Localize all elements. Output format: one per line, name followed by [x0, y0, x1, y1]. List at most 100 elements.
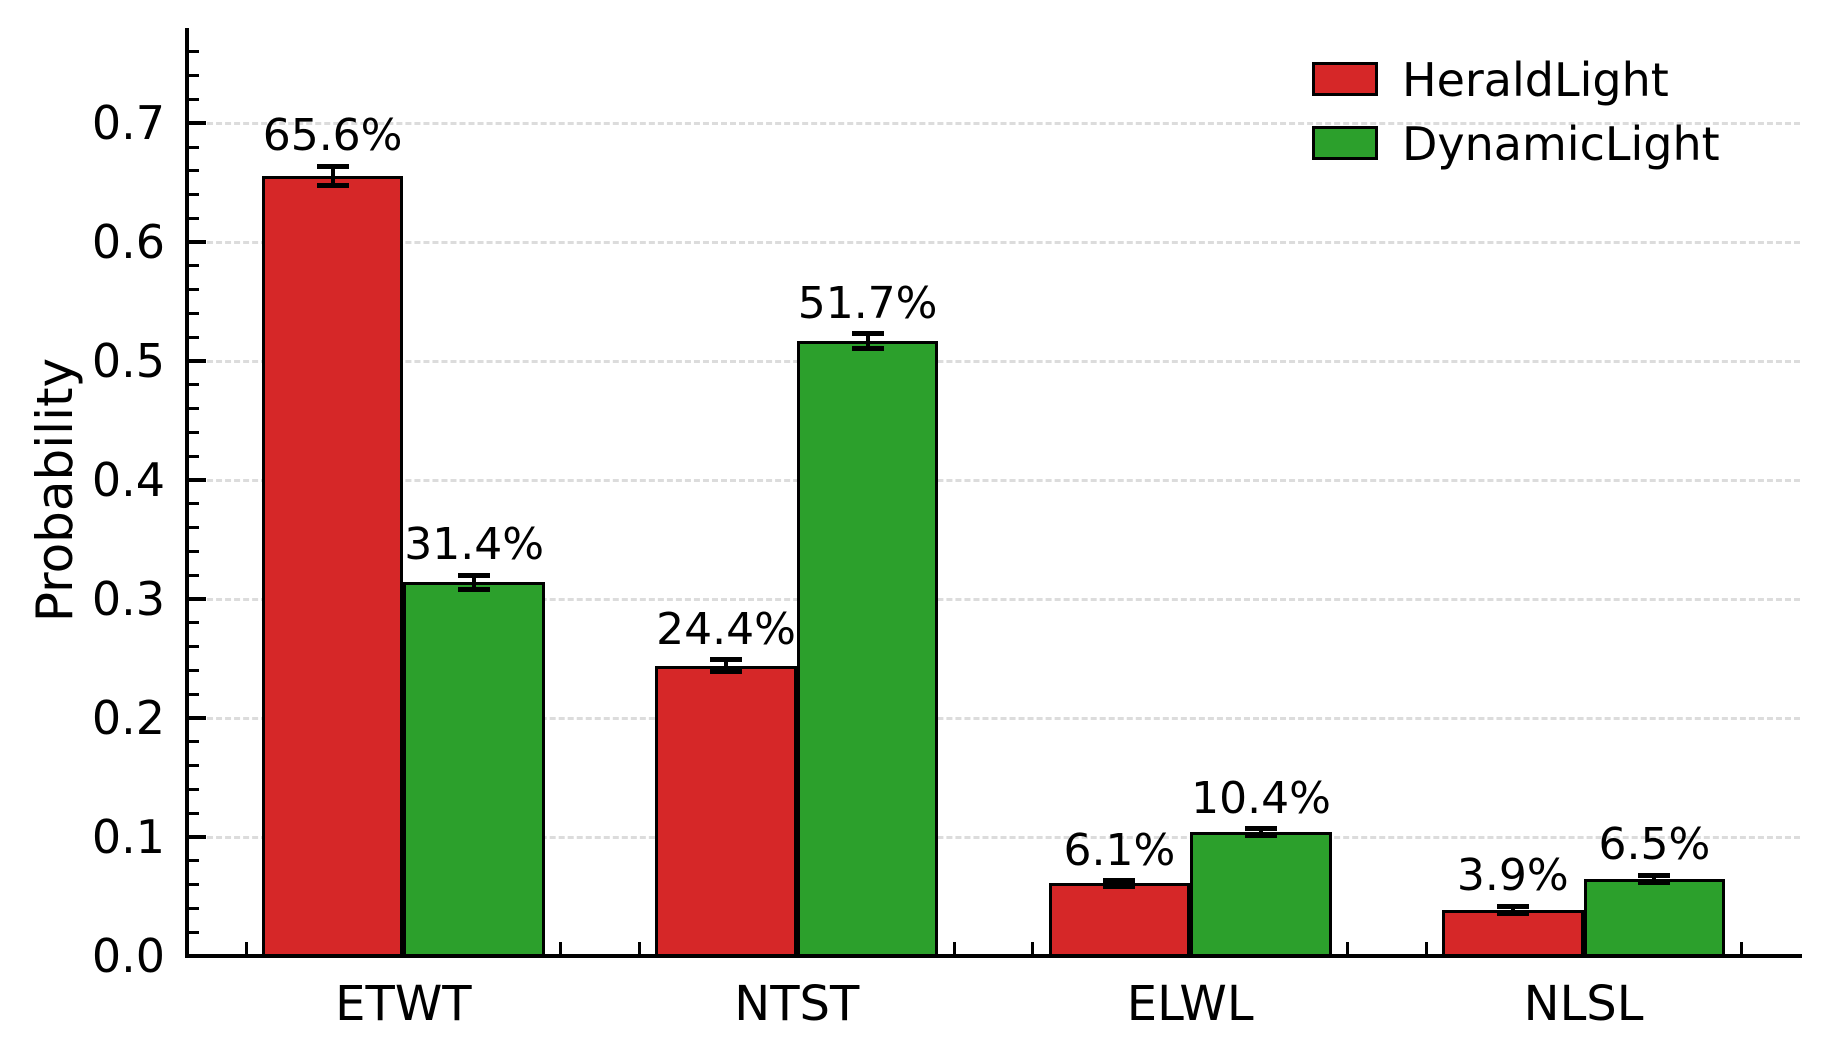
x-minor-tick: [1346, 942, 1350, 956]
error-bar-cap-bottom-dynamiclight-elwl: [1245, 833, 1277, 839]
y-minor-tick: [187, 216, 199, 220]
error-bar-stem-dynamiclight-ntst: [865, 333, 870, 349]
bar-heraldlight-etwt: [261, 175, 404, 958]
y-minor-tick: [187, 383, 199, 387]
error-bar-cap-top-dynamiclight-ntst: [851, 331, 884, 337]
y-minor-tick: [187, 74, 199, 78]
error-bar-stem-heraldlight-ntst: [724, 659, 728, 672]
error-bar-stem-dynamiclight-etwt: [472, 575, 477, 590]
legend-label-heraldlight: HeraldLight: [1402, 53, 1669, 107]
y-minor-tick: [187, 50, 199, 54]
value-label-heraldlight-elwl: 6.1%: [1063, 824, 1176, 876]
gridline-y-0.1: [189, 835, 1800, 839]
error-bar-cap-top-dynamiclight-etwt: [458, 572, 491, 578]
y-minor-tick: [187, 97, 199, 101]
gridline-y-0.6: [189, 240, 1800, 244]
y-minor-tick: [187, 288, 199, 292]
value-label-dynamiclight-nlsl: 6.5%: [1598, 819, 1711, 871]
value-label-dynamiclight-ntst: 51.7%: [797, 277, 938, 329]
y-tick-label-0.3: 0.3: [91, 572, 165, 627]
y-minor-tick: [187, 312, 199, 315]
y-minor-tick: [187, 169, 199, 173]
y-minor-tick: [187, 526, 199, 530]
y-minor-tick: [187, 811, 199, 815]
y-minor-tick: [187, 145, 199, 149]
y-minor-tick: [187, 264, 199, 268]
error-bar-stem-dynamiclight-elwl: [1259, 828, 1263, 836]
x-category-label-ntst: NTST: [734, 976, 860, 1032]
y-minor-tick: [187, 906, 199, 910]
error-bar-cap-top-heraldlight-ntst: [710, 657, 742, 663]
error-bar-cap-top-dynamiclight-elwl: [1245, 826, 1277, 832]
error-bar-cap-top-heraldlight-etwt: [316, 163, 349, 169]
y-major-tick-0.3: [187, 597, 206, 602]
y-tick-label-0.1: 0.1: [91, 810, 165, 864]
y-minor-tick: [187, 193, 199, 197]
y-major-tick-0.6: [187, 240, 206, 245]
x-category-label-etwt: ETWT: [335, 976, 472, 1032]
y-tick-label-0.7: 0.7: [91, 96, 165, 151]
y-major-tick-0.2: [187, 716, 206, 721]
error-bar-stem-dynamiclight-nlsl: [1652, 875, 1657, 883]
error-bar-cap-bottom-heraldlight-elwl: [1103, 883, 1136, 889]
error-bar-cap-top-dynamiclight-nlsl: [1638, 872, 1671, 878]
y-tick-label-0.2: 0.2: [91, 691, 165, 746]
y-minor-tick: [187, 740, 199, 744]
gridline-y-0.5: [189, 359, 1800, 363]
error-bar-stem-heraldlight-elwl: [1117, 880, 1122, 887]
gridline-y-0.2: [189, 716, 1800, 720]
x-minor-tick: [1739, 942, 1743, 956]
error-bar-cap-top-heraldlight-elwl: [1103, 878, 1136, 883]
y-minor-tick: [187, 621, 199, 625]
value-label-dynamiclight-elwl: 10.4%: [1191, 772, 1331, 824]
y-minor-tick: [187, 692, 199, 696]
error-bar-cap-bottom-heraldlight-etwt: [316, 182, 349, 188]
gridline-y-0.4: [189, 478, 1800, 482]
gridline-y-0.7: [189, 121, 1800, 125]
error-bar-cap-bottom-heraldlight-ntst: [710, 669, 742, 675]
y-minor-tick: [187, 859, 199, 863]
y-major-tick-0.7: [187, 121, 206, 126]
y-major-tick-0.4: [187, 478, 206, 483]
x-minor-tick: [637, 942, 641, 956]
error-bar-cap-bottom-heraldlight-nlsl: [1496, 910, 1529, 916]
legend-label-dynamiclight: DynamicLight: [1402, 117, 1720, 171]
x-minor-tick: [244, 942, 248, 956]
x-category-label-nlsl: NLSL: [1523, 976, 1644, 1032]
y-tick-label-0.4: 0.4: [91, 453, 165, 508]
y-minor-tick: [187, 335, 199, 339]
legend-swatch-dynamiclight: [1312, 126, 1378, 160]
value-label-heraldlight-ntst: 24.4%: [656, 603, 796, 655]
y-minor-tick: [187, 930, 199, 934]
error-bar-cap-bottom-dynamiclight-nlsl: [1638, 879, 1671, 885]
y-minor-tick: [187, 573, 199, 577]
x-minor-tick: [1424, 942, 1428, 956]
y-minor-tick: [187, 883, 199, 887]
y-major-tick-0.5: [187, 359, 206, 364]
value-label-heraldlight-etwt: 65.6%: [262, 110, 403, 161]
y-minor-tick: [187, 407, 199, 411]
gridline-y-0.3: [189, 597, 1800, 601]
error-bar-cap-bottom-dynamiclight-ntst: [851, 345, 884, 351]
y-minor-tick: [187, 764, 199, 768]
y-minor-tick: [187, 502, 199, 506]
y-axis-spine: [185, 28, 189, 958]
y-minor-tick: [187, 431, 199, 434]
y-minor-tick: [187, 645, 199, 649]
y-tick-label-0.0: 0.0: [91, 929, 165, 983]
y-tick-label-0.5: 0.5: [91, 334, 165, 389]
y-tick-label-0.6: 0.6: [91, 215, 165, 270]
y-minor-tick: [187, 454, 199, 458]
value-label-heraldlight-nlsl: 3.9%: [1456, 850, 1569, 901]
x-minor-tick: [952, 942, 956, 956]
x-category-label-elwl: ELWL: [1126, 976, 1254, 1032]
y-minor-tick: [187, 669, 199, 672]
error-bar-stem-heraldlight-nlsl: [1510, 906, 1515, 914]
legend-swatch-heraldlight: [1312, 62, 1378, 96]
x-axis-spine: [185, 954, 1802, 958]
x-minor-tick: [559, 942, 563, 956]
x-minor-tick: [1031, 942, 1035, 956]
